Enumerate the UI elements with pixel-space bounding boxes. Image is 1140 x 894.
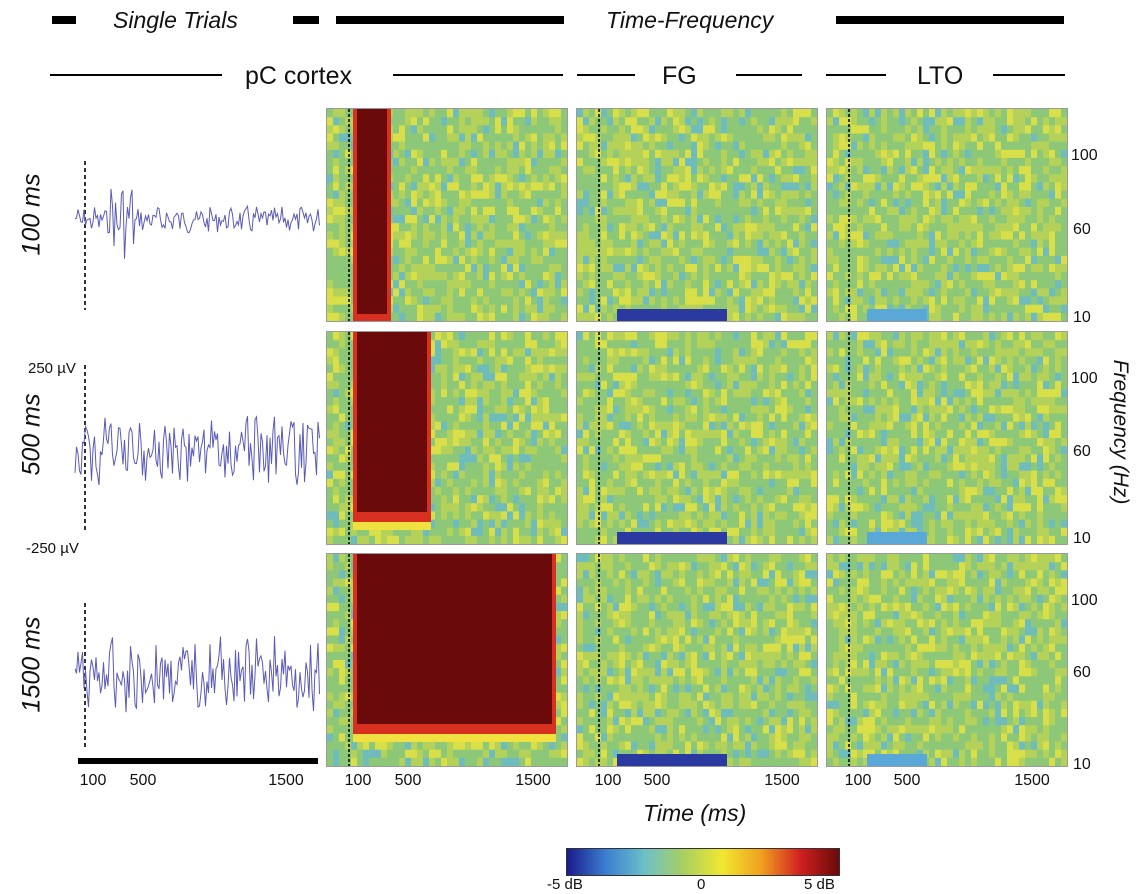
time-tick: 1500 [1014,772,1050,790]
time-tick: 100 [345,772,372,790]
freq-tick-10: 10 [1073,309,1091,327]
time-tick: 100 [845,772,872,790]
heatmap-panel [826,553,1068,767]
header-bar-right [836,16,1064,24]
single-trial-traces [70,105,325,765]
time-axis-label: Time (ms) [643,800,746,827]
time-tick: 500 [395,772,422,790]
heatmap-panel [326,331,568,545]
heatmap-panel [576,108,818,322]
region-rule [393,74,563,76]
heatmap-panel [576,553,818,767]
region-rule [826,74,886,76]
trace-100ms [75,189,320,259]
row-label-500: 500 ms [18,390,47,480]
heatmap-panel [326,108,568,322]
trace-1500ms [75,636,320,712]
time-tick: 500 [130,772,157,790]
time-tick: 500 [894,772,921,790]
trace-500ms [75,416,320,485]
time-tick: 1500 [515,772,551,790]
frequency-axis-label: Frequency (Hz) [1108,342,1132,522]
freq-tick-60: 60 [1073,221,1091,239]
scale-top-label: 250 µV [28,360,76,377]
scale-bottom-label: -250 µV [26,540,79,557]
row-label-1500: 1500 ms [18,610,47,720]
header-bar-mid-b [336,16,564,24]
colorbar-min-label: -5 dB [547,876,583,893]
heatmap-panel [576,331,818,545]
time-tick: 1500 [764,772,800,790]
header-bar-mid-a [293,16,319,24]
time-frequency-header: Time-Frequency [606,7,773,34]
freq-tick-100: 100 [1071,147,1098,165]
region-rule [736,74,802,76]
time-tick: 500 [644,772,671,790]
region-rule [50,74,222,76]
freq-tick-60: 60 [1073,443,1091,461]
freq-tick-10: 10 [1073,756,1091,774]
time-tick: 100 [595,772,622,790]
time-axis-bar [78,758,318,764]
heatmap-panel [326,553,568,767]
time-tick: 1500 [268,772,304,790]
region-rule [577,74,635,76]
heatmap-panel [826,331,1068,545]
heatmap-panel [826,108,1068,322]
region-label-fg: FG [662,62,697,91]
region-label-lto: LTO [917,62,963,91]
single-trials-header: Single Trials [113,7,238,34]
colorbar [566,848,840,876]
freq-tick-60: 60 [1073,664,1091,682]
region-label-pc: pC cortex [245,62,352,91]
time-tick: 100 [80,772,107,790]
freq-tick-100: 100 [1071,370,1098,388]
freq-tick-10: 10 [1073,530,1091,548]
region-rule [993,74,1065,76]
colorbar-mid-label: 0 [697,876,705,893]
freq-tick-100: 100 [1071,592,1098,610]
header-bar-left [52,16,76,24]
row-label-100: 100 ms [18,170,47,260]
colorbar-max-label: 5 dB [804,876,835,893]
